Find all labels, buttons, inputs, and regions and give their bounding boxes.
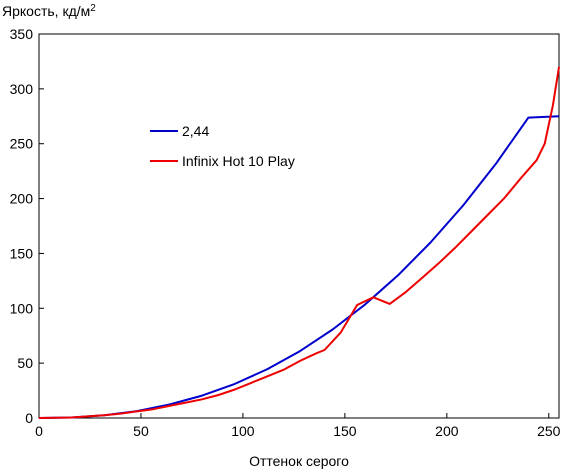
x-tick-label: 250 [537, 423, 561, 439]
legend: 2,44 Infinix Hot 10 Play [150, 123, 295, 169]
y-tick-label: 150 [10, 245, 34, 261]
y-tick-label: 350 [10, 26, 34, 42]
x-axis-title: Оттенок серого [249, 453, 349, 469]
y-tick-label: 100 [10, 300, 34, 316]
x-tick-label: 150 [333, 423, 357, 439]
x-tick-label: 0 [35, 423, 43, 439]
y-tick-label: 300 [10, 81, 34, 97]
series-layer [38, 66, 560, 419]
y-tick-label: 250 [10, 136, 34, 152]
y-tick-label: 0 [25, 410, 33, 426]
y-tick-label: 50 [17, 355, 33, 371]
x-tick-label: 200 [435, 423, 459, 439]
ticks-layer: 0 50 100 150 200 250 0 50 100 150 200 250 300 350 [10, 26, 561, 439]
series-line-2 [38, 66, 560, 419]
x-tick-label: 50 [133, 423, 149, 439]
x-tick-label: 100 [231, 423, 255, 439]
legend-label-2: Infinix Hot 10 Play [182, 153, 295, 169]
legend-label-1: 2,44 [182, 123, 209, 139]
y-axis-title: Яркость, кд/м2 [2, 3, 96, 19]
plot-frame [38, 33, 560, 419]
y-tick-label: 200 [10, 191, 34, 207]
series-line-1 [38, 115, 560, 419]
